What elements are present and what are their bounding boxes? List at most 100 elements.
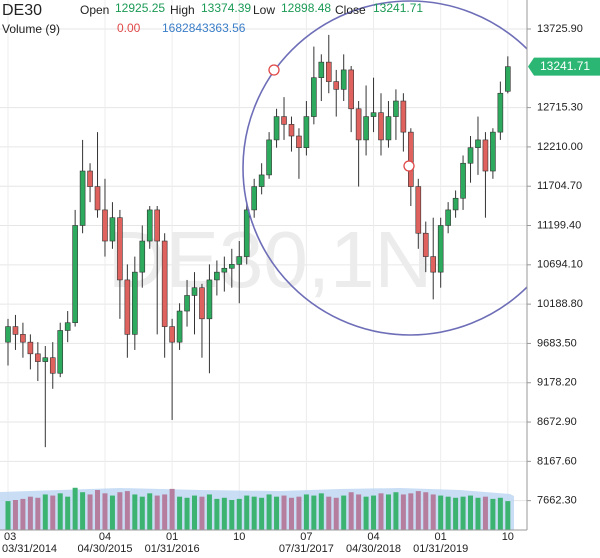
x-month-label: 04 — [99, 531, 111, 543]
volume-bar — [393, 492, 399, 530]
y-tick-label: 8672.90 — [537, 416, 577, 428]
volume-bar — [259, 497, 265, 530]
volume-bar — [236, 498, 242, 530]
x-tick-label: 03/31/2014 — [2, 543, 57, 555]
y-tick-label: 7662.30 — [537, 495, 577, 507]
candle-body — [266, 139, 272, 176]
candle-body — [452, 197, 459, 211]
x-month-label: 10 — [502, 531, 514, 543]
volume-bar — [348, 492, 354, 530]
candle-body — [214, 271, 220, 281]
volume-bar — [356, 494, 362, 530]
volume-bar — [109, 495, 115, 530]
candle-body — [236, 256, 243, 265]
drawing-handle — [268, 64, 280, 76]
candle-body — [296, 135, 302, 148]
volume-bar — [132, 494, 138, 530]
candle-body — [221, 267, 228, 273]
candle-body — [258, 174, 265, 187]
candle-body — [87, 170, 93, 187]
last-price-pointer — [528, 57, 600, 76]
candle-body — [49, 357, 56, 374]
volume-change: 0.00 — [117, 21, 141, 35]
volume-bar — [20, 498, 26, 530]
candle-body — [415, 186, 422, 234]
candle-body — [132, 271, 138, 335]
y-tick-label: 10188.80 — [537, 298, 583, 310]
volume-bar — [497, 497, 503, 530]
volume-bar — [490, 498, 496, 530]
volume-bar — [400, 494, 406, 530]
candle-body — [229, 264, 235, 269]
candle-body — [169, 326, 175, 343]
volume-bar — [124, 491, 130, 530]
last-price-label: 13241.71 — [540, 59, 590, 73]
x-month-label: 07 — [300, 531, 312, 543]
volume-bar — [206, 494, 212, 530]
candle-body — [378, 112, 384, 141]
volume-bar — [251, 496, 257, 530]
candle-body — [408, 131, 414, 187]
volume-bar — [95, 490, 101, 530]
candle-body — [109, 217, 116, 242]
volume-bar — [415, 491, 421, 530]
candle-body — [281, 116, 287, 125]
volume-bar — [57, 493, 63, 530]
open-label: Open — [80, 3, 109, 17]
low-value: 12898.48 — [281, 1, 331, 15]
x-tick-label: 04/30/2018 — [346, 543, 401, 555]
volume-bar — [311, 495, 317, 530]
volume-bar — [468, 495, 474, 530]
candle-body — [42, 357, 49, 362]
y-tick-label: 10694.10 — [537, 259, 583, 271]
candle-body — [206, 279, 213, 320]
candle-body — [117, 217, 123, 281]
candle-body — [311, 77, 317, 117]
candle-body — [340, 69, 347, 90]
candle-body — [243, 209, 250, 257]
close-value: 13241.71 — [373, 1, 423, 15]
volume-bar — [281, 495, 287, 530]
volume-bar — [318, 493, 324, 530]
candle-body — [176, 310, 183, 343]
candle-body — [490, 131, 496, 172]
candle-body — [184, 295, 190, 312]
high-value: 13374.39 — [201, 1, 251, 15]
candle-body — [154, 209, 160, 242]
volume-bar — [505, 501, 511, 530]
volume-bar — [154, 495, 160, 530]
volume-bar — [102, 493, 108, 530]
volume-bar — [147, 493, 153, 530]
candle-body — [35, 353, 41, 362]
x-month-label: 04 — [367, 531, 379, 543]
volume-bar — [117, 492, 123, 530]
candle-body — [422, 232, 429, 257]
candle-body — [5, 326, 11, 343]
volume-bar — [199, 496, 205, 530]
candle-body — [64, 322, 71, 331]
candle-body — [12, 326, 19, 335]
candle-body — [460, 162, 466, 199]
volume-bar — [460, 496, 466, 530]
x-month-label: 10 — [233, 531, 245, 543]
volume-bar — [408, 493, 414, 530]
volume-bar — [5, 501, 11, 530]
candle-body — [303, 116, 310, 148]
candle-body — [146, 209, 153, 242]
candle-body — [355, 108, 362, 141]
volume-bar — [341, 495, 347, 530]
volume-bar — [42, 494, 48, 530]
volume-bar — [80, 492, 86, 530]
volume-bar — [72, 487, 78, 530]
volume-bar — [453, 497, 459, 530]
candle-body — [318, 61, 325, 78]
open-value: 12925.25 — [115, 1, 165, 15]
volume-bar — [139, 496, 145, 530]
candle-body — [333, 81, 340, 90]
candle-body — [400, 100, 407, 133]
candle-body — [79, 170, 86, 226]
drawing-handle — [403, 160, 415, 172]
volume-bar — [244, 495, 250, 530]
volume-bar — [12, 500, 18, 530]
